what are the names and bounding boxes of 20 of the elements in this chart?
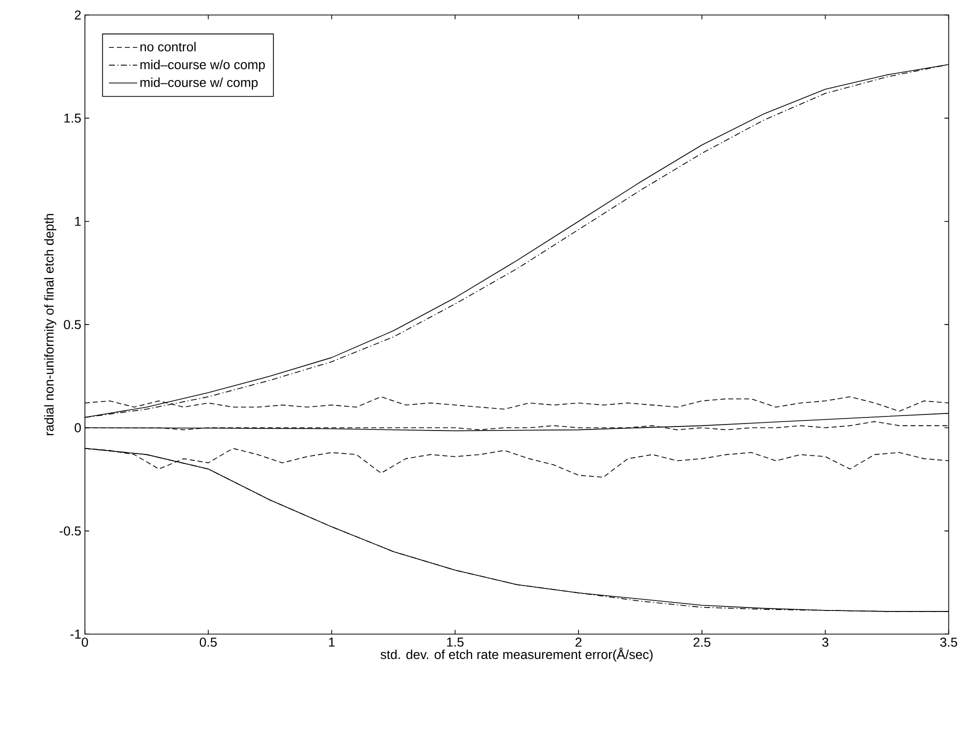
x-tick-label: 0.5 — [200, 638, 217, 647]
x-tick-label: 3 — [822, 638, 828, 647]
y-tick-label: 0.5 — [64, 320, 81, 330]
legend-label: mid–course w/o comp — [140, 60, 265, 72]
y-tick-label: 2 — [74, 10, 81, 20]
y-tick-label: -0.5 — [60, 526, 81, 536]
x-tick-label: 1.5 — [447, 638, 464, 647]
legend-label: mid–course w/ comp — [140, 78, 258, 90]
x-axis-title: std. dev. of etch rate measurement error(Å/sec) — [380, 648, 653, 662]
legend-label: no control — [140, 42, 196, 52]
x-tick-label: 1 — [329, 638, 335, 647]
y-tick-label: 1.5 — [64, 114, 81, 123]
y-tick-label: -1 — [70, 630, 81, 639]
y-tick-label: 1 — [75, 216, 81, 226]
x-tick-label: 0 — [82, 638, 88, 647]
y-axis-title: radial non-uniformity of final etch depth — [44, 214, 56, 436]
x-tick-label: 2 — [576, 638, 582, 647]
x-tick-label: 2.5 — [694, 638, 710, 647]
y-tick-label: 0 — [74, 423, 81, 432]
x-tick-label: 3.5 — [940, 638, 958, 647]
